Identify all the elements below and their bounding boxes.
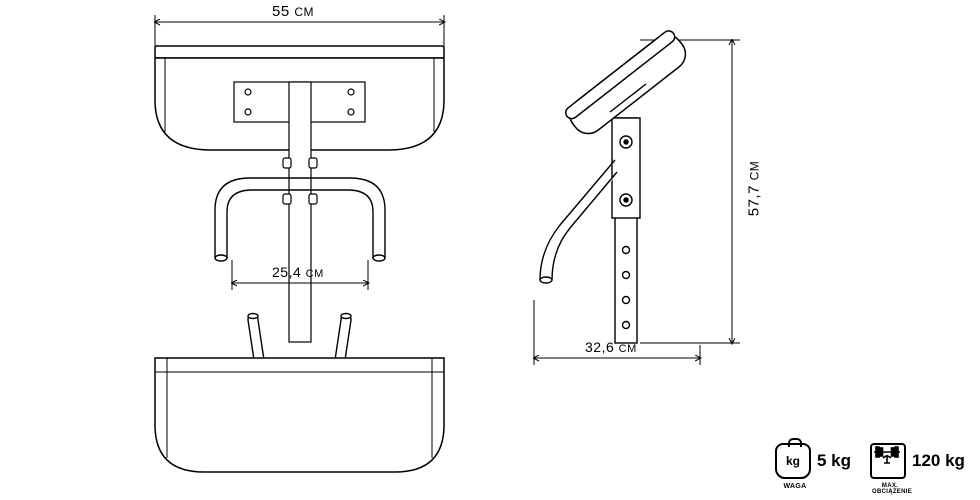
maxload-value: 120 kg bbox=[912, 451, 965, 471]
dim-width-unit: CM bbox=[294, 5, 314, 19]
maxload-caption: MAX. OBCIĄŻENIE bbox=[872, 483, 908, 495]
dim-tube-label: 25,4 CM bbox=[272, 264, 324, 280]
dim-width-value: 55 bbox=[272, 3, 290, 20]
dim-depth-label: 32,6 CM bbox=[585, 339, 637, 355]
dim-depth-unit: CM bbox=[619, 343, 637, 355]
dim-height-value: 57,7 bbox=[745, 185, 762, 216]
technical-drawing-svg bbox=[0, 0, 980, 500]
spec-maxload: MAX. OBCIĄŻENIE 120 kg bbox=[870, 443, 965, 479]
dim-height-label: 57,7 CM bbox=[745, 161, 762, 217]
dim-width-label: 55 CM bbox=[272, 3, 314, 20]
weight-value: 5 kg bbox=[817, 451, 851, 471]
weight-caption: WAGA bbox=[777, 483, 813, 490]
weight-icon: kg WAGA bbox=[775, 443, 811, 479]
barbell-icon: MAX. OBCIĄŻENIE bbox=[870, 443, 906, 479]
weight-icon-label: kg bbox=[786, 454, 800, 468]
drawing-canvas: 55 CM 25,4 CM 57,7 CM 32,6 CM kg WAGA 5 … bbox=[0, 0, 980, 500]
spec-weight: kg WAGA 5 kg bbox=[775, 443, 851, 479]
dim-depth-value: 32,6 bbox=[585, 339, 614, 355]
dim-tube-value: 25,4 bbox=[272, 264, 301, 280]
maxload-caption2: OBCIĄŻENIE bbox=[872, 489, 912, 495]
dim-height-unit: CM bbox=[747, 161, 761, 181]
dim-tube-unit: CM bbox=[306, 268, 324, 280]
